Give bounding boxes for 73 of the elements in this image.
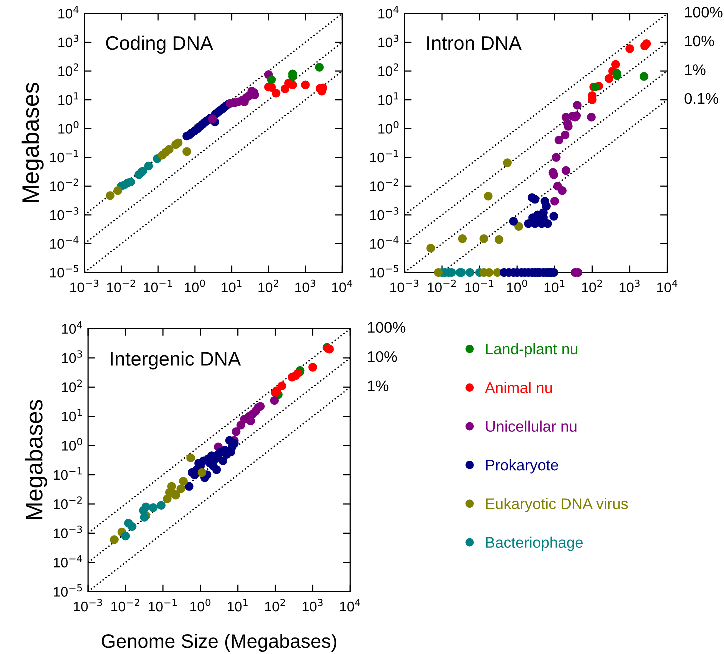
x-tick-label: 10$^{−1}$	[466, 280, 494, 293]
y-tick-label: 10$^{−5}$	[370, 265, 399, 278]
y-tick-label: 10$^{2}$	[378, 64, 398, 76]
y-tick-label: 10$^{2}$	[62, 380, 82, 392]
x-tick-label: 10$^{−1}$	[144, 280, 172, 293]
x-tick-label: 10$^{1}$	[228, 599, 248, 612]
y-tick-label: 10$^{3}$	[62, 350, 82, 364]
text: Coding DNA	[106, 36, 214, 54]
x-tick-label: 10$^{−3}$	[74, 599, 102, 612]
text: 10%	[368, 351, 398, 362]
legend-label: Prokaryote	[486, 459, 558, 474]
x-tick-label: 10$^{4}$	[332, 280, 353, 293]
x-tick-label: 10$^{−2}$	[428, 280, 456, 293]
x-tick-label: 10$^{3}$	[620, 280, 640, 293]
x-tick-label: 10$^{−1}$	[149, 599, 178, 612]
y-tick-label: 10$^{3}$	[58, 34, 79, 48]
text: 0.1%	[684, 93, 718, 104]
legend-label: Eukaryotic DNA virus	[486, 498, 628, 512]
x-tick-label: 10$^{2}$	[582, 280, 602, 293]
x-tick-label: 10$^{−3}$	[390, 280, 419, 293]
y-tick-label: 10$^{−3}$	[54, 526, 82, 539]
y-tick-label: 10$^{−4}$	[370, 236, 399, 250]
y-tick-label: 10$^{−5}$	[54, 584, 82, 597]
y-tick-label: 10$^{−4}$	[54, 555, 82, 568]
y-tick-label: 10$^{1}$	[378, 92, 398, 106]
y-tick-label: 10$^{1}$	[62, 409, 82, 422]
x-tick-label: 10$^{1}$	[544, 280, 565, 293]
y-tick-label: 10$^{4}$	[378, 6, 399, 19]
y-tick-label: 10$^{−5}$	[50, 265, 78, 278]
x-tick-label: 10$^{−2}$	[107, 280, 136, 293]
x-tick-label: 10$^{−2}$	[112, 599, 140, 612]
x-tick-label: 10$^{4}$	[340, 599, 361, 612]
x-tick-label: 10$^{−3}$	[70, 280, 99, 293]
y-tick-label: 10$^{2}$	[58, 64, 78, 76]
y-tick-label: 10$^{−1}$	[370, 150, 398, 163]
text: 100%	[685, 7, 723, 18]
x-tick-label: 10$^{2}$	[258, 280, 278, 293]
x-tick-label: 10$^{3}$	[302, 599, 323, 612]
legend-label: Bacteriophage	[486, 536, 583, 552]
x-tick-label: 10$^{4}$	[657, 280, 678, 293]
y-tick-label: 10$^{−2}$	[370, 178, 398, 192]
y-tick-label: 10$^{−1}$	[50, 150, 78, 163]
y-tick-label: 10$^{−3}$	[370, 208, 399, 220]
y-tick-label: 10$^{−3}$	[50, 208, 79, 220]
x-tick-label: 10$^{1}$	[222, 280, 242, 293]
x-axis-title: Genome Size (Megabases)	[102, 634, 337, 652]
y-tick-label: 10$^{4}$	[58, 6, 79, 19]
legend-label: Unicellular nu	[486, 420, 577, 432]
y-tick-label: 10$^{4}$	[62, 321, 82, 334]
y-tick-label: 10$^{−1}$	[54, 468, 82, 480]
x-tick-label: 10$^{0}$	[507, 280, 528, 293]
legend-label: Animal nu	[485, 382, 552, 394]
text: Intron DNA	[428, 36, 522, 50]
y-tick-label: 10$^{3}$	[378, 34, 399, 48]
text: Intergenic DNA	[111, 352, 242, 370]
y-axis-title: Megabases	[22, 83, 44, 202]
legend-label: Land-plant nu	[486, 343, 578, 358]
text: 10%	[685, 36, 714, 47]
y-tick-label: 10$^{−4}$	[50, 236, 79, 250]
y-tick-label: 10$^{0}$	[58, 121, 79, 134]
x-tick-label: 10$^{0}$	[185, 280, 206, 293]
y-tick-label: 10$^{0}$	[62, 438, 82, 451]
x-tick-label: 10$^{3}$	[296, 280, 316, 293]
text: 1%	[685, 64, 706, 76]
y-tick-label: 10$^{−2}$	[50, 178, 78, 192]
x-tick-label: 10$^{2}$	[265, 599, 286, 612]
y-axis-title: Megabases	[25, 400, 48, 520]
text: 100%	[368, 322, 406, 334]
y-tick-label: 10$^{0}$	[378, 121, 399, 134]
y-tick-label: 10$^{−2}$	[54, 496, 82, 510]
text: 1%	[368, 380, 389, 392]
x-tick-label: 10$^{0}$	[190, 599, 211, 612]
y-tick-label: 10$^{1}$	[58, 92, 78, 106]
